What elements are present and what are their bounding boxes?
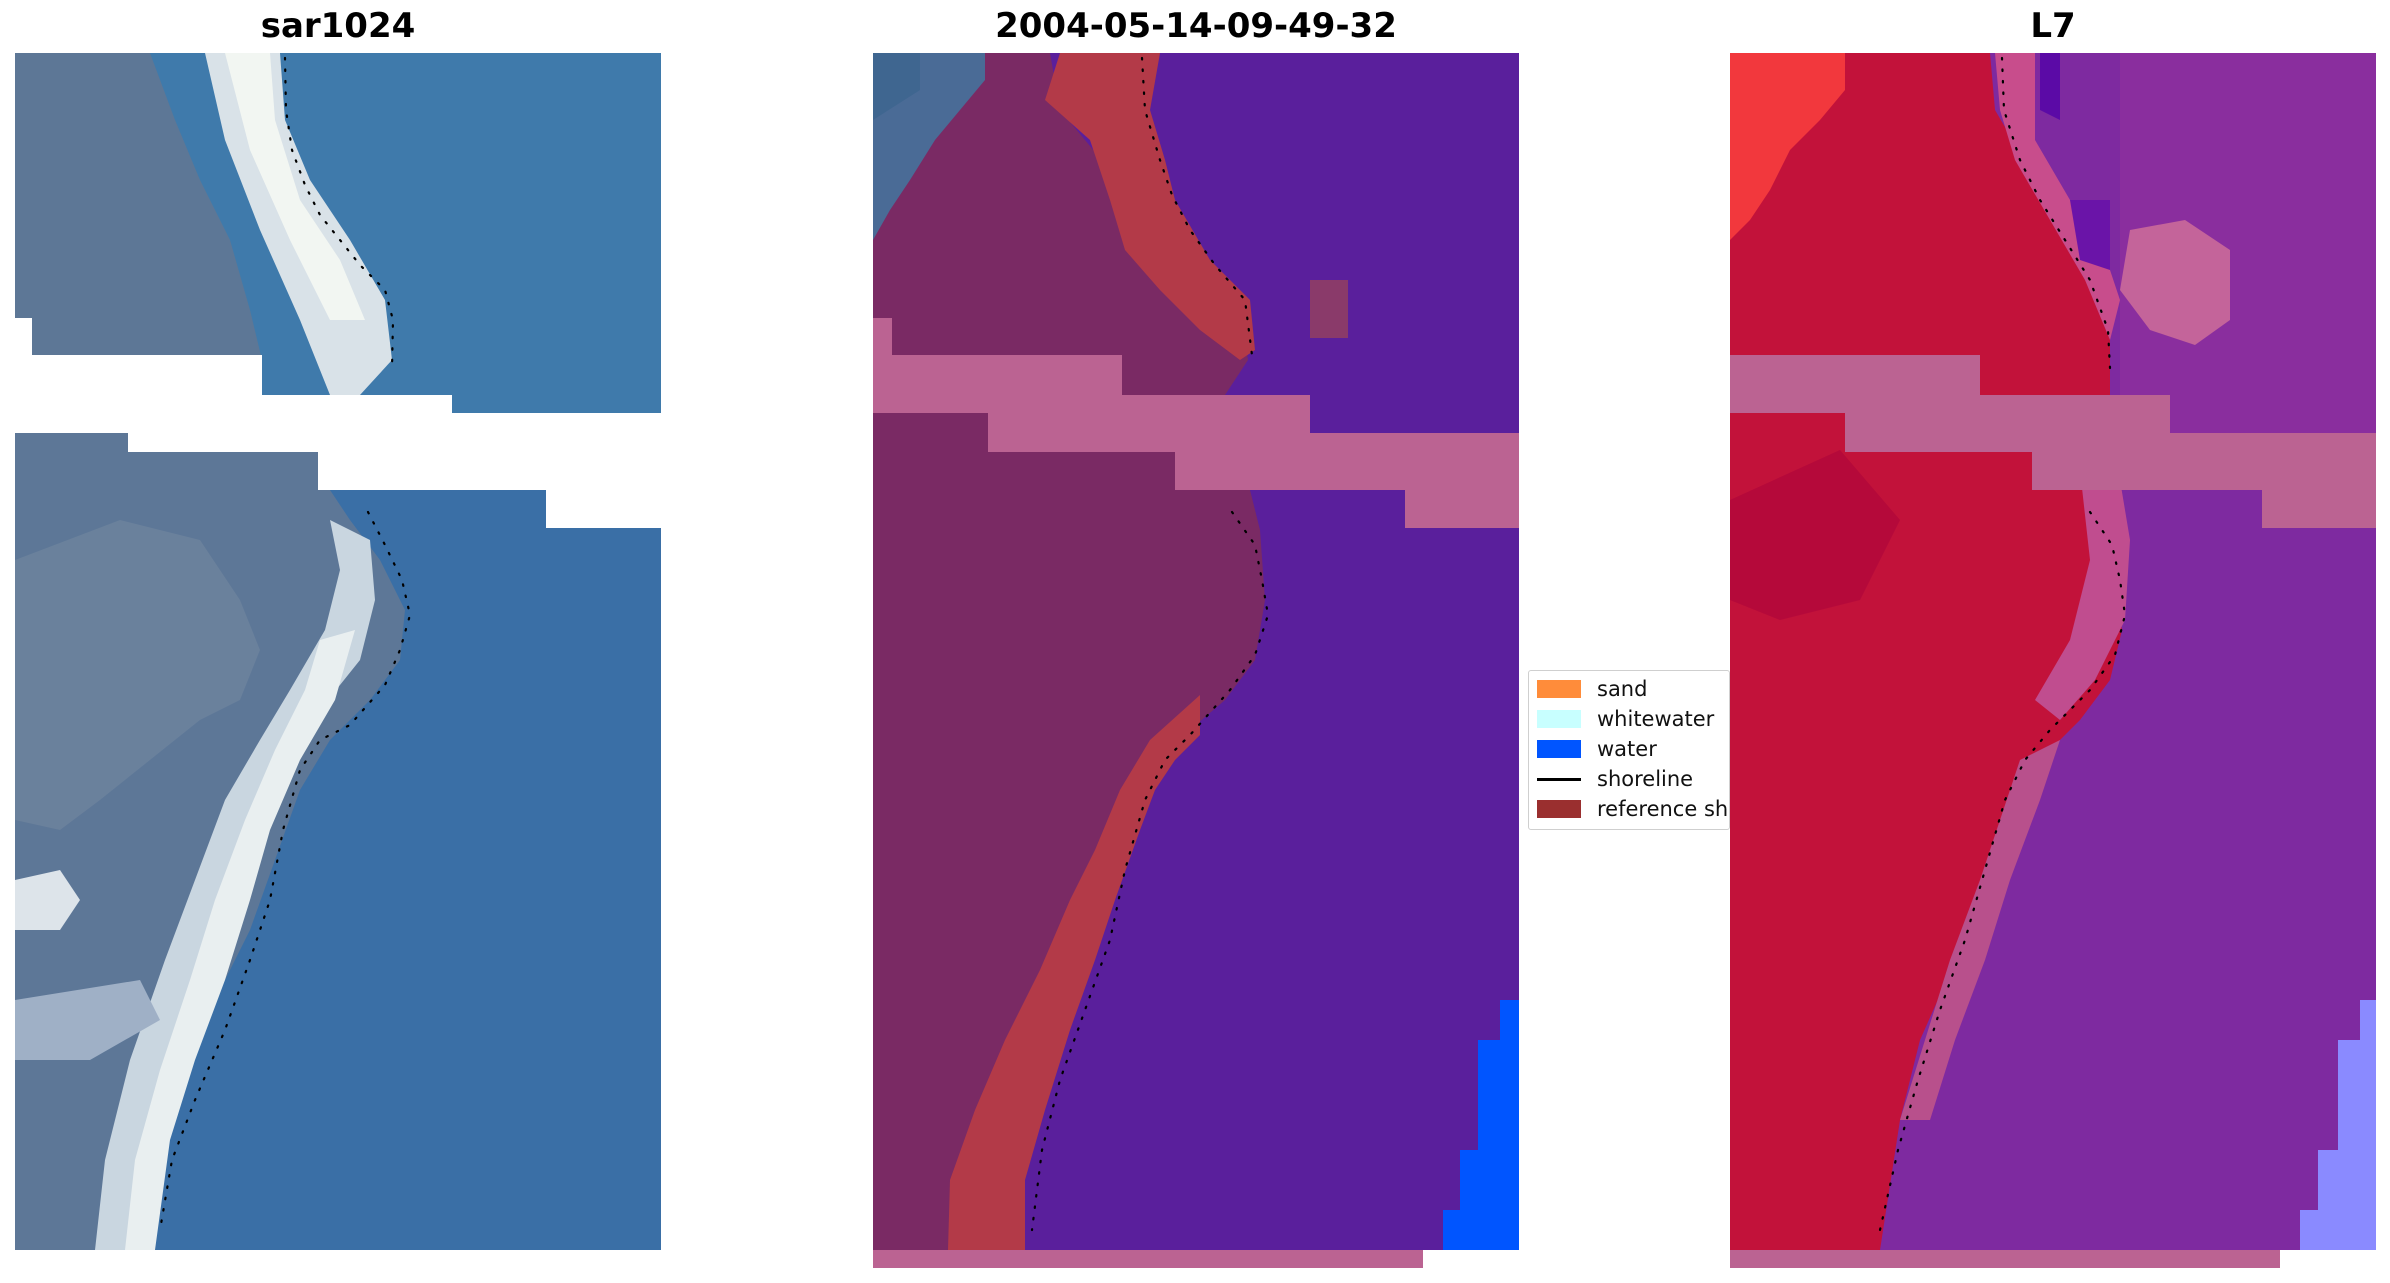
legend-label: shoreline [1597, 767, 1694, 791]
legend-item-shoreline: shoreline [1537, 767, 1693, 791]
panel-title-1: sar1024 [260, 6, 416, 46]
rgb-image-panel [15, 53, 661, 1250]
whitewater-swatch [1537, 710, 1581, 728]
legend-item-whitewater: whitewater [1537, 707, 1714, 731]
legend-label: whitewater [1597, 707, 1715, 731]
panel-title-2: 2004-05-14-09-49-32 [995, 6, 1397, 46]
reference-shoreline-swatch [1537, 800, 1581, 818]
legend-label: reference shoreline [1597, 797, 1729, 821]
legend-item-reference-shoreline: reference shoreline [1537, 797, 1729, 821]
legend-label: water [1597, 737, 1657, 761]
shoreline-swatch [1537, 777, 1581, 781]
legend-item-sand: sand [1537, 677, 1647, 701]
water-swatch [1537, 740, 1581, 758]
legend-item-water: water [1537, 737, 1657, 761]
legend-label: sand [1597, 677, 1648, 701]
classification-panel [873, 53, 1519, 1268]
l7-panel [1730, 53, 2376, 1268]
sand-swatch [1537, 680, 1581, 698]
legend: sand whitewater water shoreline referenc… [1528, 670, 1730, 830]
panel-title-3: L7 [2030, 6, 2076, 46]
